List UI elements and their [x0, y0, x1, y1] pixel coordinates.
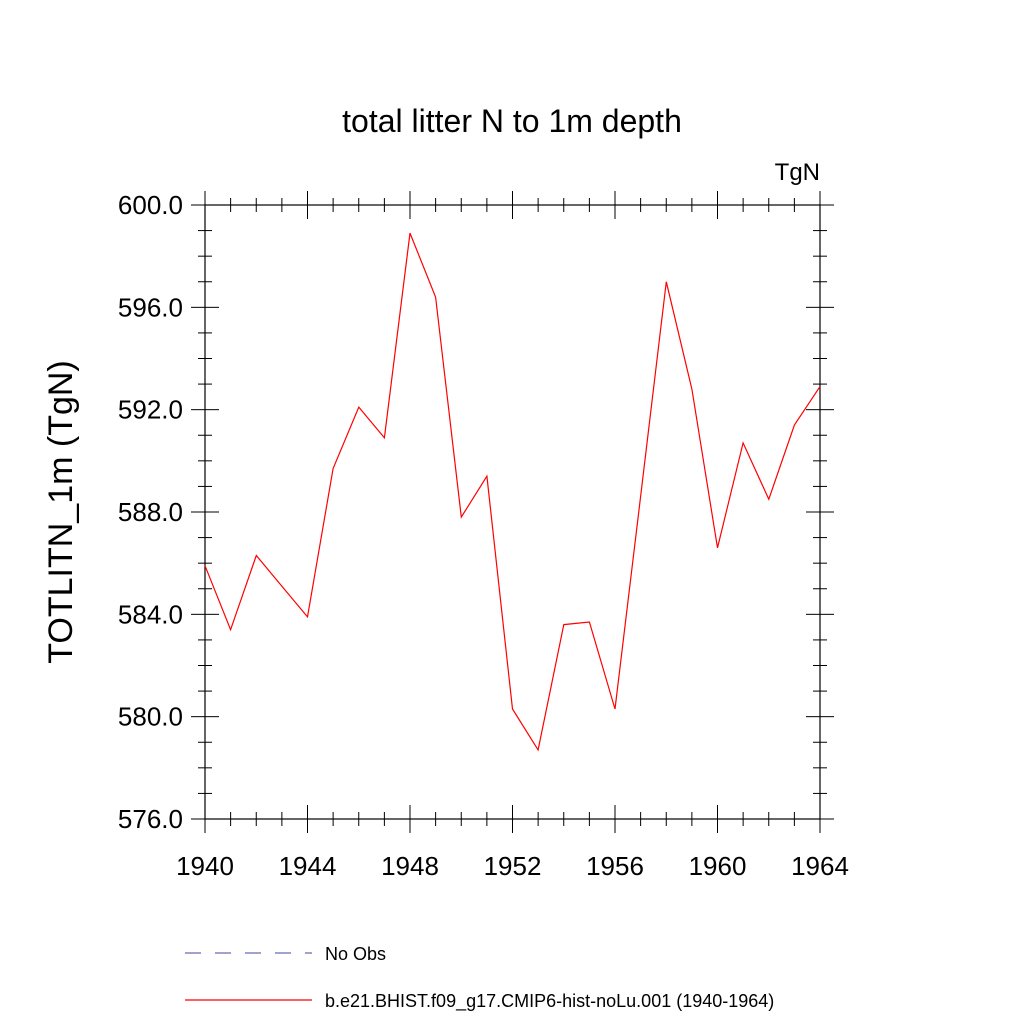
- data-point: [818, 385, 822, 389]
- units-label: TgN: [775, 159, 820, 186]
- data-point: [613, 707, 617, 711]
- x-tick-label: 1944: [279, 851, 337, 881]
- x-tick-label: 1960: [689, 851, 747, 881]
- y-tick-label: 600.0: [118, 190, 183, 220]
- data-point: [434, 295, 438, 299]
- data-point: [536, 748, 540, 752]
- x-tick-label: 1940: [176, 851, 234, 881]
- data-point: [254, 553, 258, 557]
- data-point: [459, 515, 463, 519]
- x-tick-label: 1952: [484, 851, 542, 881]
- data-point: [357, 405, 361, 409]
- legend-label: No Obs: [325, 944, 386, 964]
- data-point: [741, 441, 745, 445]
- tick-marks: [191, 191, 834, 833]
- data-point: [716, 546, 720, 550]
- y-tick-label: 576.0: [118, 804, 183, 834]
- data-point: [639, 495, 643, 499]
- data-point: [690, 387, 694, 391]
- x-tick-label: 1956: [586, 851, 644, 881]
- y-tick-label: 584.0: [118, 599, 183, 629]
- legend: No Obs b.e21.BHIST.f09_g17.CMIP6-hist-noL…: [185, 944, 774, 1012]
- data-point: [587, 620, 591, 624]
- data-point: [767, 497, 771, 501]
- data-point: [562, 623, 566, 627]
- data-point: [203, 564, 207, 568]
- y-tick-label: 588.0: [118, 497, 183, 527]
- data-point: [485, 474, 489, 478]
- chart-title: total litter N to 1m depth: [342, 103, 682, 139]
- x-tick-label: 1948: [381, 851, 439, 881]
- legend-label: b.e21.BHIST.f09_g17.CMIP6-hist-noLu.001 …: [325, 991, 774, 1012]
- y-axis-label: TOTLITN_1m (TgN): [42, 360, 80, 664]
- y-tick-label: 580.0: [118, 702, 183, 732]
- data-point: [792, 423, 796, 427]
- y-tick-label: 596.0: [118, 292, 183, 322]
- plot-frame: [204, 204, 821, 820]
- data-point: [229, 628, 233, 632]
- y-tick-label: 592.0: [118, 395, 183, 425]
- series-line: [204, 232, 821, 752]
- x-tick-label: 1964: [791, 851, 849, 881]
- data-point: [511, 707, 515, 711]
- data-point: [382, 436, 386, 440]
- plot-axes: 1940 1944 1948 1952 1956 1960 1964 576.0 580.0 58…: [118, 190, 849, 881]
- data-point: [306, 615, 310, 619]
- data-point: [664, 280, 668, 284]
- data-point: [280, 584, 284, 588]
- data-point: [408, 231, 412, 235]
- data-point: [331, 467, 335, 471]
- series-layer: [203, 231, 822, 752]
